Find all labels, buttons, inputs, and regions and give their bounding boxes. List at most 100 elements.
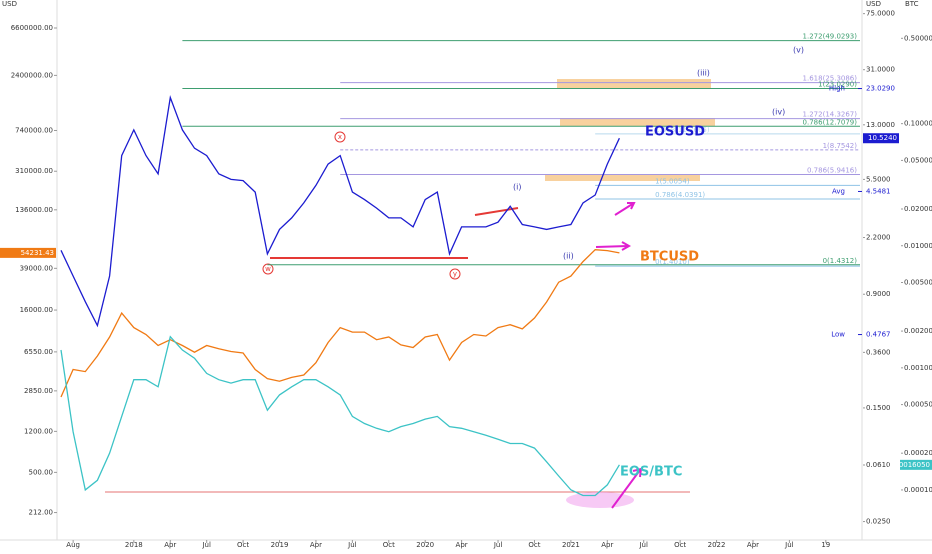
x-tick-label: Jul <box>784 541 794 549</box>
wave-label: w <box>265 265 271 273</box>
x-tick-label: Apr <box>310 541 322 549</box>
wave-label: x <box>338 133 342 141</box>
fib-label: 0.786(4.0391) <box>655 191 705 199</box>
fib-label: 1.272(14.3267) <box>803 111 858 119</box>
y-tick-label: 0.00200000 <box>904 327 932 335</box>
fib-label: 1.272(49.0293) <box>803 33 858 41</box>
x-tick-label: 19 <box>821 541 830 549</box>
x-tick-label: Jul <box>347 541 357 549</box>
x-tick-label: Oct <box>383 541 395 549</box>
y-tick-label: 136000.00 <box>15 206 53 214</box>
y-tick-label: 2400000.00 <box>11 71 53 79</box>
arrows <box>595 202 643 509</box>
x-tick-label: Jul <box>638 541 648 549</box>
x-tick-label: Apr <box>601 541 613 549</box>
x-tick-label: Apr <box>747 541 759 549</box>
y-tick-label: 1200.00 <box>24 427 53 435</box>
x-tick-label: Aug <box>66 541 80 549</box>
price-tag-label: 10.5240 <box>868 134 897 142</box>
y-tick-label: 212.00 <box>29 509 54 517</box>
price-marker-value: 4.5481 <box>866 187 891 195</box>
y-tick-label: 0.3600 <box>866 348 891 356</box>
y-tick-label: 0.0610 <box>866 461 891 469</box>
x-tick-label: Oct <box>528 541 540 549</box>
x-tick-label: Jul <box>493 541 503 549</box>
wave-label: (ii) <box>563 252 574 261</box>
fib-label: 1(5.0054) <box>655 177 690 185</box>
y-tick-label: 0.02000000 <box>904 205 932 213</box>
price-marker-name: Avg <box>832 187 845 195</box>
y-tick-label: 0.50000000 <box>904 34 932 42</box>
price-marker-name: Low <box>831 331 845 339</box>
fib-label: 1.618(11.2665) <box>655 126 710 134</box>
x-tick-label: Oct <box>674 541 686 549</box>
fib-label: 1(23.0290) <box>818 81 857 89</box>
wave-circle <box>262 263 274 275</box>
price-marker-value: 0.4767 <box>866 331 891 339</box>
y-tick-label: 310000.00 <box>15 167 53 175</box>
price-marker-name: High <box>829 85 845 93</box>
y-tick-label: 13.0000 <box>866 121 895 129</box>
trend-line <box>474 207 519 216</box>
y-tick-label: 0.05000000 <box>904 156 932 164</box>
fib-label: 1.618(25.3086) <box>803 75 858 83</box>
x-tick-label: 2021 <box>562 541 580 549</box>
x-tick-label: Apr <box>164 541 176 549</box>
y-tick-label: 16000.00 <box>20 306 53 314</box>
fib-label: 0.786(12.7079) <box>803 118 858 126</box>
x-tick-label: 2022 <box>708 541 726 549</box>
y-tick-label: 6550.00 <box>24 348 53 356</box>
wave-label: (iii) <box>697 69 710 78</box>
y-tick-label: 31.0000 <box>866 66 895 74</box>
price-tag <box>863 133 899 144</box>
y-tick-label: 740000.00 <box>15 126 53 134</box>
zone <box>545 175 700 181</box>
wave-label: (i) <box>513 183 521 192</box>
y-tick-label: 0.00050000 <box>904 401 932 409</box>
x-tick-label: 2020 <box>416 541 434 549</box>
series-name: BTCUSD <box>640 250 699 265</box>
fib-label: 1(8.7542) <box>823 142 858 150</box>
y-tick-label: 0.00010000 <box>904 486 932 494</box>
y-tick-label: 0.01000000 <box>904 242 932 250</box>
wave-label: (v) <box>793 46 804 55</box>
price-tag <box>900 459 932 470</box>
fib-label: 0(1.4010) <box>655 258 690 266</box>
zone <box>560 118 715 126</box>
series-line <box>60 249 620 398</box>
wave-label: y <box>453 270 457 278</box>
y-tick-label: 500.00 <box>29 468 54 476</box>
y-tick-label: 0.9000 <box>866 290 891 298</box>
y-tick-label: 2850.00 <box>24 387 53 395</box>
x-tick-label: Jul <box>201 541 211 549</box>
price-marker-value: 23.0290 <box>866 85 895 93</box>
x-tick-label: Apr <box>456 541 468 549</box>
zone <box>557 79 711 88</box>
price-tag-label: 0.00016050 <box>888 461 930 469</box>
y-tick-label: 5.5000 <box>866 175 891 183</box>
x-tick-label: Oct <box>237 541 249 549</box>
y-tick-label: 39000.00 <box>20 264 53 272</box>
highlight <box>566 492 634 508</box>
y-tick-label: 0.00100000 <box>904 364 932 372</box>
y-tick-label: 0.1500 <box>866 404 891 412</box>
y-tick-label: 0.00020000 <box>904 449 932 457</box>
series-name: EOSUSD <box>645 125 705 140</box>
price-tag <box>0 247 56 258</box>
y-tick-label: 2.2000 <box>866 234 891 242</box>
x-tick-label: 2018 <box>125 541 143 549</box>
series-name: EOS/BTC <box>620 465 682 480</box>
wave-circle <box>334 131 346 143</box>
unit: USD <box>2 0 17 8</box>
series-line <box>60 335 620 497</box>
unit: USD <box>866 0 881 8</box>
x-tick-label: 2019 <box>271 541 289 549</box>
unit: BTC <box>905 0 919 8</box>
y-tick-label: 75.0000 <box>866 10 895 18</box>
y-tick-label: 0.10000000 <box>904 120 932 128</box>
fib-label: 0.786(5.9416) <box>807 167 857 175</box>
wave-label: (iv) <box>772 108 785 117</box>
fib-label: 0(1.4312) <box>823 257 858 265</box>
